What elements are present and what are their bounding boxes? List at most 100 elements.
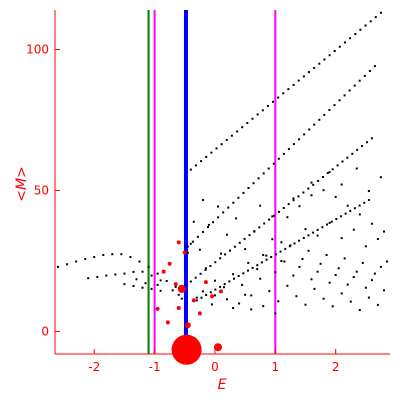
data-point [308,128,311,131]
data-point [358,213,361,216]
data-point [295,295,298,298]
data-point [242,272,245,275]
data-point [340,292,343,295]
data-point [261,109,264,112]
data-point [87,277,90,280]
data-point [322,297,325,300]
data-point [238,241,241,244]
data-point [196,235,199,238]
data-point [367,296,370,299]
data-point [271,238,274,241]
axes [54,10,390,355]
data-point [280,260,283,262]
data-point [358,79,361,82]
data-point [367,199,370,201]
data-point [379,176,382,179]
data-point [192,220,195,223]
data-point [201,290,204,293]
data-point [198,248,201,251]
data-point [217,216,220,219]
data-point [326,223,328,226]
data-point [286,284,289,287]
data-point [335,218,338,220]
data-point [66,263,69,266]
data-point [247,261,250,264]
data-point [232,201,235,204]
data-point [277,96,280,99]
data-point [235,217,238,220]
data-point [341,160,344,163]
data-point [298,239,301,242]
data-point [361,261,364,264]
data-point [202,230,204,233]
data-point [274,253,277,256]
data-point [323,113,326,116]
data-point [325,254,328,256]
highlight-point [161,269,166,274]
data-point [343,257,346,260]
data-point [317,179,320,182]
data-point [301,258,304,260]
data-point [328,281,331,284]
data-point [262,305,265,308]
data-point [191,240,194,243]
data-point [260,261,263,264]
highlight-point [176,306,181,311]
data-point [268,218,271,221]
data-point [367,190,370,192]
data-point [156,283,159,286]
data-point [247,269,249,272]
data-point [373,272,376,275]
data-point [374,16,377,19]
data-point [207,226,209,229]
data-point [232,307,235,309]
data-point [318,118,321,121]
data-point [223,286,225,289]
data-point [237,196,240,199]
data-point [256,113,259,116]
data-point [298,138,301,141]
data-point [302,191,305,194]
data-point [346,204,349,207]
data-point [132,270,135,273]
data-point [359,28,362,31]
data-point [280,241,283,244]
data-point [274,312,277,315]
data-point [344,41,346,44]
data-point [209,291,212,294]
data-point [204,267,207,270]
data-point [205,294,208,296]
data-points [57,11,388,315]
data-point [141,270,144,273]
data-point [379,265,382,268]
data-point [186,245,189,248]
highlight-point [209,294,214,299]
y-tick-label: 100 [26,42,49,56]
highlight-point [167,261,172,266]
data-point [355,167,358,170]
data-point [207,223,210,226]
data-point [215,147,218,150]
x-tick-label: -1 [149,360,161,374]
data-point [346,156,349,159]
x-tick-label: -2 [88,360,100,374]
data-point [333,104,336,107]
data-point [238,302,241,305]
x-axis-label: E [218,377,227,393]
data-point [75,260,78,263]
data-point [349,209,352,212]
data-point [322,176,324,178]
data-point [334,274,337,276]
data-point [268,290,271,293]
data-point [195,296,198,299]
data-point [256,268,259,271]
data-point [135,278,138,281]
data-point [258,226,261,229]
data-point [303,133,306,136]
highlight-point [184,322,191,329]
data-point [287,148,290,150]
data-point [186,251,189,254]
data-point [286,216,289,219]
data-point [298,265,301,268]
data-point [307,249,310,252]
